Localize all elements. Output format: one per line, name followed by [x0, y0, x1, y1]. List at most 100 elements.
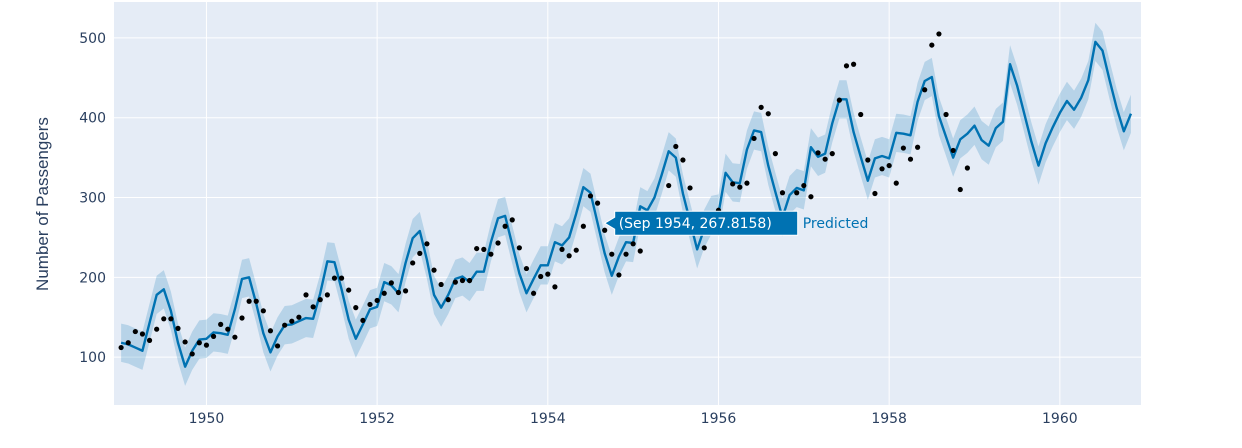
actual-point: [154, 326, 160, 332]
x-tick-label: 1960: [1042, 411, 1078, 427]
actual-point: [865, 157, 871, 163]
actual-point: [246, 298, 252, 304]
actual-point: [146, 337, 153, 343]
actual-point: [687, 185, 693, 191]
actual-point: [331, 275, 338, 281]
actual-point: [922, 87, 928, 93]
actual-point: [594, 200, 601, 206]
actual-point: [175, 325, 181, 331]
actual-point: [118, 344, 124, 351]
actual-point: [936, 31, 942, 37]
actual-point: [424, 241, 430, 247]
actual-point: [402, 288, 409, 294]
actual-point: [360, 317, 366, 324]
actual-point: [125, 340, 131, 346]
actual-point: [353, 305, 359, 311]
actual-point: [545, 271, 551, 277]
actual-point: [260, 308, 266, 314]
actual-point: [879, 166, 885, 172]
actual-point: [929, 42, 935, 48]
actual-point: [893, 180, 899, 186]
y-tick-label: 500: [79, 31, 106, 47]
plot-area[interactable]: [114, 2, 1141, 405]
actual-point: [730, 181, 736, 187]
actual-point: [523, 265, 530, 272]
gridlines: [114, 2, 1141, 405]
actual-point: [267, 328, 274, 334]
actual-point: [943, 111, 949, 118]
actual-point: [915, 144, 921, 150]
actual-point: [182, 339, 188, 345]
actual-point: [872, 190, 878, 197]
x-tick-label: 1954: [530, 411, 566, 427]
actual-point: [637, 248, 643, 254]
actual-point: [680, 157, 686, 163]
actual-point: [509, 217, 515, 223]
actual-point: [210, 333, 217, 339]
actual-point: [609, 251, 615, 257]
actual-point: [666, 182, 672, 189]
actual-point: [772, 151, 778, 157]
actual-point: [282, 322, 288, 328]
x-tick-label: 1950: [189, 411, 225, 427]
actual-point: [801, 182, 807, 189]
actual-point: [338, 275, 345, 281]
hover-tooltip: (Sep 1954, 267.8158) Predicted: [603, 210, 869, 236]
actual-point: [907, 156, 914, 162]
actual-point: [950, 147, 956, 154]
actual-point: [381, 290, 387, 296]
actual-point: [737, 184, 743, 190]
actual-point: [843, 63, 850, 69]
actual-point: [538, 273, 544, 280]
actual-point: [232, 334, 238, 340]
actual-point: [886, 162, 892, 169]
actual-point: [673, 143, 679, 150]
actual-point: [218, 321, 224, 327]
actual-point: [466, 277, 473, 284]
actual-point: [566, 253, 572, 259]
actual-point: [964, 165, 970, 171]
actual-point: [701, 245, 707, 251]
x-tick-label: 1956: [701, 411, 737, 427]
hover-tooltip-box: [603, 210, 799, 236]
actual-point: [388, 280, 394, 286]
actual-point: [481, 246, 487, 252]
hover-series-name: Predicted: [803, 216, 869, 232]
actual-point: [289, 318, 295, 324]
y-axis-ticks: 100 200 300 400 500: [79, 31, 106, 366]
actual-point: [438, 281, 444, 288]
actual-point: [431, 267, 437, 273]
actual-point: [616, 272, 622, 278]
actual-point: [203, 342, 210, 348]
actual-point: [452, 279, 458, 285]
actual-point: [139, 331, 146, 337]
actual-point: [808, 194, 814, 200]
actual-point: [495, 240, 501, 246]
actual-point: [587, 193, 594, 199]
actual-point: [744, 180, 750, 186]
x-tick-label: 1952: [359, 411, 395, 427]
actual-point: [957, 186, 963, 193]
actual-point: [324, 292, 330, 298]
actual-point: [225, 326, 231, 332]
actual-point: [410, 260, 416, 266]
actual-point: [474, 245, 480, 252]
actual-point: [900, 145, 906, 151]
y-tick-label: 400: [79, 111, 106, 127]
hover-value-label: (Sep 1954, 267.8158): [619, 216, 772, 232]
actual-point: [858, 111, 864, 118]
actual-point: [829, 151, 835, 157]
actual-point: [296, 314, 302, 320]
actual-point: [310, 304, 316, 310]
x-axis-ticks: 1950 1952 1954 1956 1958 1960: [189, 411, 1078, 427]
actual-point: [395, 289, 402, 296]
actual-point: [516, 245, 522, 251]
actual-point: [502, 223, 508, 229]
actual-point: [374, 297, 380, 304]
actual-point: [417, 250, 423, 256]
actual-point: [559, 246, 565, 252]
actual-point: [573, 247, 579, 253]
actual-point: [779, 190, 786, 196]
predicted-line[interactable]: [120, 40, 1133, 368]
